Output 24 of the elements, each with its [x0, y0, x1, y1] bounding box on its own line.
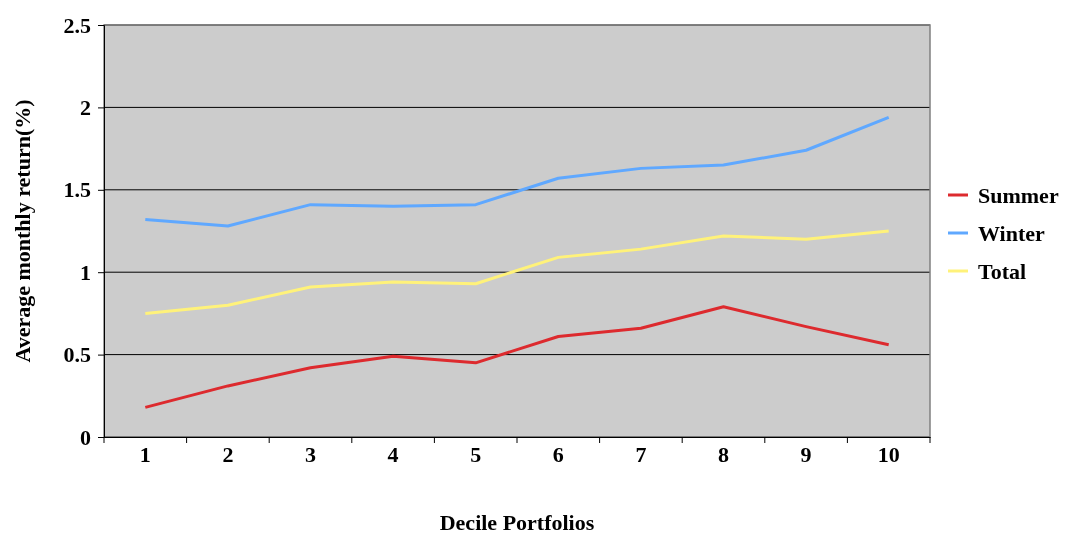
legend-label: Summer	[978, 182, 1059, 208]
line-series	[143, 229, 891, 315]
x-tick-label: 7	[635, 442, 647, 467]
x-tick-label: 5	[470, 442, 482, 467]
x-tick-label: 4	[387, 442, 399, 467]
x-tick-label: 1	[139, 442, 151, 467]
x-tick-label: 2	[222, 442, 234, 467]
legend-label: Winter	[978, 220, 1046, 246]
x-tick-label: 9	[800, 442, 812, 467]
x-tick-label: 8	[718, 442, 729, 467]
line-series	[143, 115, 891, 228]
x-tick-label: 3	[305, 442, 316, 467]
y-tick-label: 1	[80, 259, 91, 285]
line-series	[143, 305, 891, 409]
x-tick-label: 10	[877, 442, 900, 467]
y-axis-title: Average monthly return(%)	[10, 99, 35, 363]
y-tick-label: 2	[80, 94, 91, 120]
y-tick-label: 0	[80, 424, 91, 450]
y-tick-label: 2.5	[63, 12, 91, 38]
x-axis-title: Decile Portfolios	[439, 510, 595, 535]
x-tick-label: 6	[552, 442, 564, 467]
legend-label: Total	[978, 258, 1027, 284]
y-tick-label: 0.5	[63, 342, 91, 368]
y-tick-label: 1.5	[63, 177, 91, 203]
